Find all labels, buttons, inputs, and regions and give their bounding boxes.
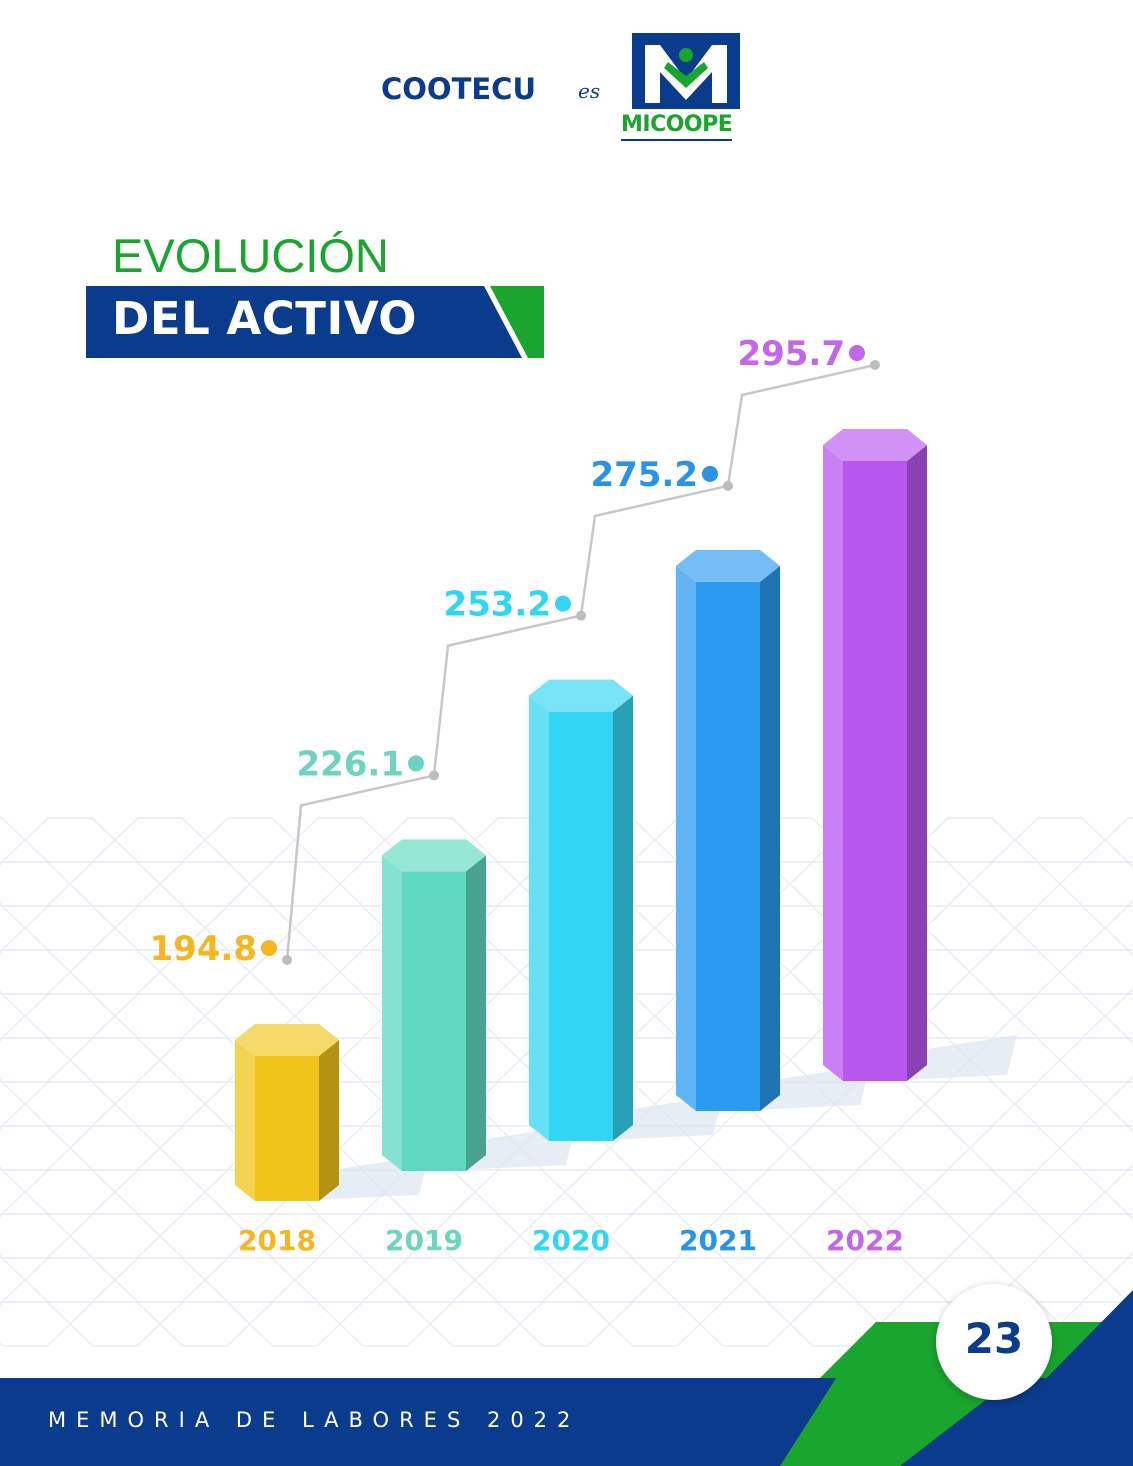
year-label: 2018 (238, 1224, 316, 1257)
value-dot (555, 595, 571, 612)
connector-point (576, 610, 586, 621)
value-label: 194.8 (149, 929, 257, 969)
connector-point (723, 480, 733, 491)
bar-front-face (843, 461, 907, 1081)
value-dot (261, 940, 277, 956)
bar-front-face (402, 871, 466, 1171)
connector-point (870, 360, 880, 370)
bar-right-face (760, 565, 780, 1111)
bar-top-face (823, 429, 927, 461)
value-dot (702, 465, 718, 482)
bar-front-face (549, 711, 613, 1141)
page-title-line1: EVOLUCIÓN (112, 229, 389, 282)
connector-point (429, 770, 439, 781)
value-dot (408, 755, 424, 772)
bar-top-face (529, 679, 633, 712)
bar-top-face (676, 549, 780, 582)
page-number: 23 (964, 1314, 1024, 1363)
year-label: 2020 (532, 1224, 610, 1257)
bar-left-face (235, 1040, 255, 1201)
year-label: 2019 (385, 1224, 463, 1257)
year-label: 2021 (679, 1224, 757, 1257)
bar-front-face (696, 581, 760, 1111)
footer-text: MEMORIA DE LABORES 2022 (48, 1408, 581, 1432)
bar-left-face (676, 565, 696, 1111)
brand-name: COOTECU (381, 72, 537, 106)
bar-top-face (382, 839, 486, 872)
bar-front-face (255, 1056, 319, 1201)
title-band (86, 286, 544, 358)
connector-point (282, 955, 292, 965)
value-dot (849, 345, 865, 361)
value-label: 295.7 (737, 334, 845, 374)
value-label: 275.2 (590, 455, 698, 495)
bar-left-face (382, 855, 402, 1171)
brand-subname: MICOOPE (621, 112, 733, 141)
bar-left-face (529, 695, 549, 1141)
value-label: 226.1 (296, 744, 404, 784)
page-number-badge (936, 1284, 1052, 1400)
year-label: 2022 (826, 1224, 904, 1257)
bar-right-face (613, 695, 633, 1141)
bar-top-face (235, 1024, 339, 1056)
micoope-m-logo-icon (632, 33, 740, 109)
brand-connector: es (578, 79, 601, 103)
bar-right-face (466, 855, 486, 1171)
page-title-line2: DEL ACTIVO (112, 292, 418, 345)
bar-right-face (319, 1040, 339, 1201)
bar-left-face (823, 445, 843, 1081)
value-label: 253.2 (443, 585, 551, 625)
bar-right-face (907, 445, 927, 1081)
